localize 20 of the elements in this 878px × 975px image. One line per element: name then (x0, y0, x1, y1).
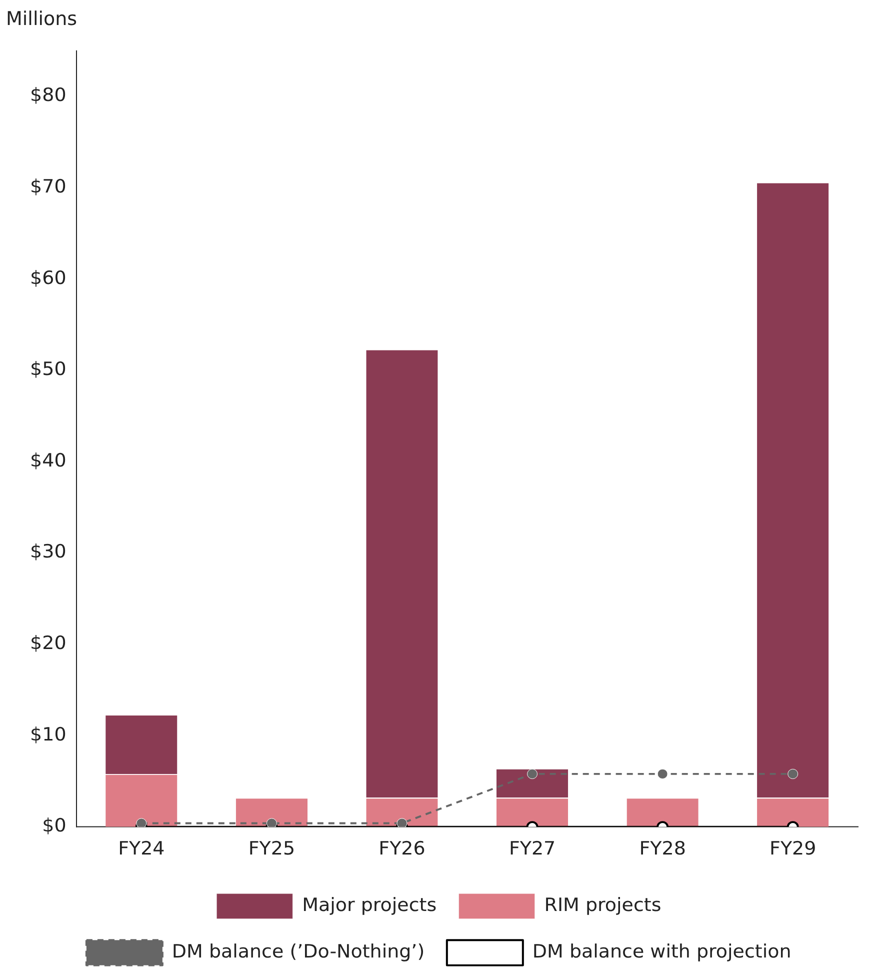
y-tick-label: $50 (30, 359, 66, 380)
legend-label: Major projects (302, 895, 437, 916)
y-tick-label: $20 (30, 633, 66, 654)
x-tick-label: FY28 (639, 838, 686, 860)
y-tick-label: $30 (30, 542, 66, 563)
legend-label: RIM projects (544, 895, 662, 916)
x-tick-label: FY25 (248, 838, 296, 860)
y-tick-label: $10 (30, 724, 66, 746)
y-tick-label: $80 (30, 85, 66, 106)
x-tick-label: FY26 (378, 838, 426, 860)
y-tick-label: $60 (30, 268, 66, 289)
x-tick-label: FY29 (770, 838, 816, 860)
x-tick-label: FY27 (508, 838, 556, 860)
legend-label: DM balance with projection (532, 942, 792, 962)
legend-label: DM balance (’Do-Nothing’) (172, 942, 425, 962)
y-tick-label: $70 (30, 176, 66, 198)
x-tick-label: FY24 (118, 838, 165, 860)
y-tick-label: $0 (42, 816, 66, 837)
y-tick-label: $40 (30, 450, 66, 472)
y-axis-title: Millions (6, 8, 78, 30)
